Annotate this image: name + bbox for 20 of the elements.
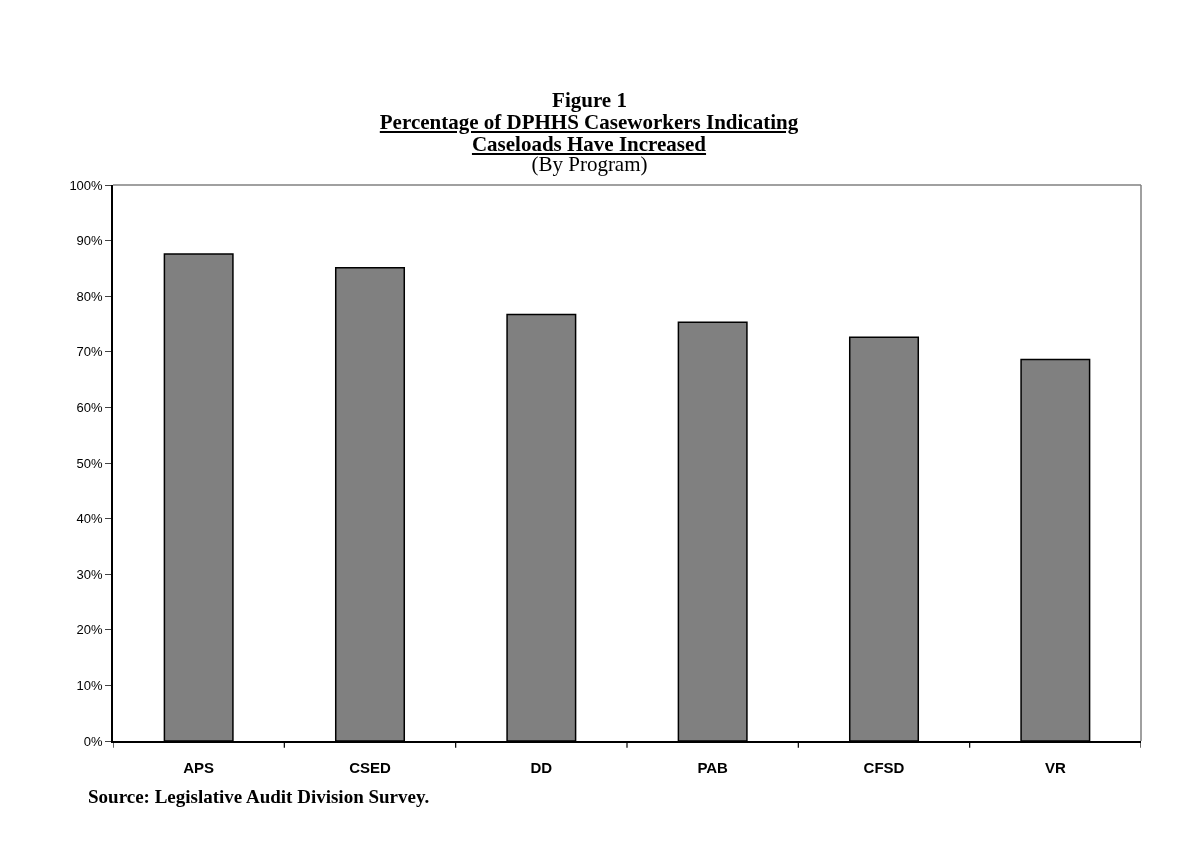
y-tick-label: 90%: [76, 233, 104, 249]
x-tick-label: VR: [1044, 758, 1066, 776]
y-tick-label: 20%: [76, 622, 104, 638]
y-tick-label: 40%: [76, 511, 104, 527]
y-tick-label: 30%: [76, 566, 104, 582]
y-tick-label: 100%: [69, 177, 104, 193]
y-tick-label: 60%: [76, 399, 104, 415]
y-tick-label: 70%: [76, 344, 104, 360]
x-tick-label: APS: [183, 758, 215, 776]
x-tick-label: DD: [530, 758, 553, 776]
y-tick-label: 80%: [76, 288, 104, 304]
chart-subtitle: (By Program): [530, 152, 649, 177]
caption: Figure 1: [551, 88, 628, 113]
y-tick-label: 50%: [76, 455, 104, 471]
y-tick-label: 0%: [83, 733, 104, 749]
x-tick-label: PAB: [697, 758, 729, 776]
y-tick-label: 10%: [76, 677, 104, 693]
source-note: Source: Legislative Audit Division Survey.: [88, 786, 430, 808]
x-tick-label: CFSD: [863, 758, 905, 776]
x-tick-label: CSED: [349, 758, 391, 776]
